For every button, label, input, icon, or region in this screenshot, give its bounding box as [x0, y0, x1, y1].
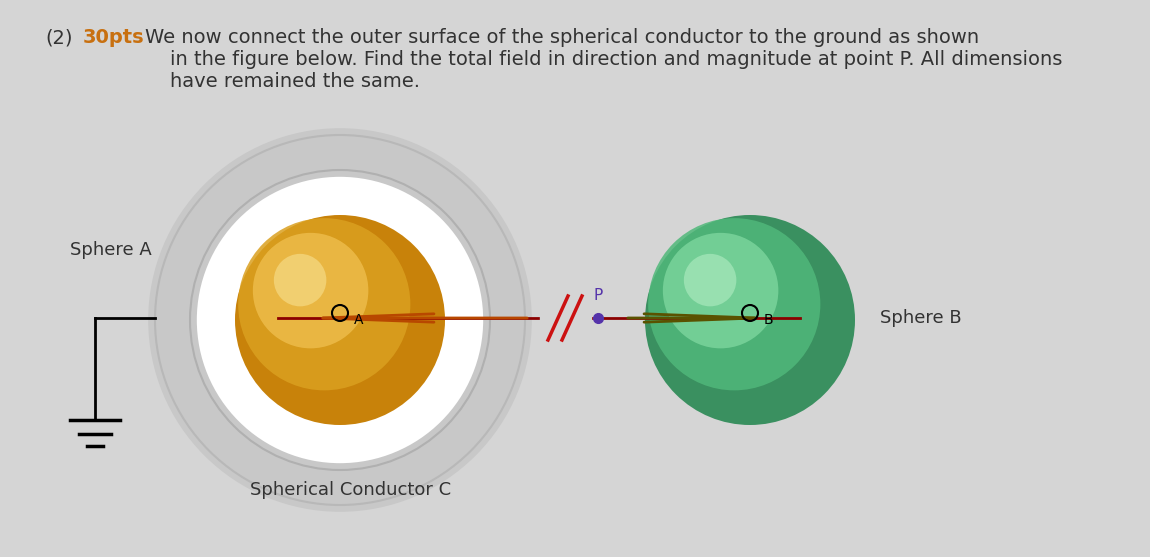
Text: P: P — [593, 289, 603, 304]
Text: A: A — [354, 313, 363, 327]
Circle shape — [645, 215, 854, 425]
Circle shape — [192, 172, 488, 468]
Text: We now connect the outer surface of the spherical conductor to the ground as sho: We now connect the outer surface of the … — [145, 28, 1063, 91]
Text: Sphere B: Sphere B — [880, 309, 961, 327]
Text: Sphere A: Sphere A — [70, 241, 152, 259]
Circle shape — [662, 233, 779, 348]
Text: B: B — [764, 313, 774, 327]
Text: (2): (2) — [45, 28, 72, 47]
Circle shape — [649, 218, 820, 390]
Circle shape — [253, 233, 368, 348]
Circle shape — [684, 254, 736, 306]
Text: 30pts: 30pts — [83, 28, 145, 47]
Circle shape — [274, 254, 327, 306]
Circle shape — [235, 215, 445, 425]
Circle shape — [238, 218, 411, 390]
Text: Spherical Conductor C: Spherical Conductor C — [250, 481, 451, 499]
